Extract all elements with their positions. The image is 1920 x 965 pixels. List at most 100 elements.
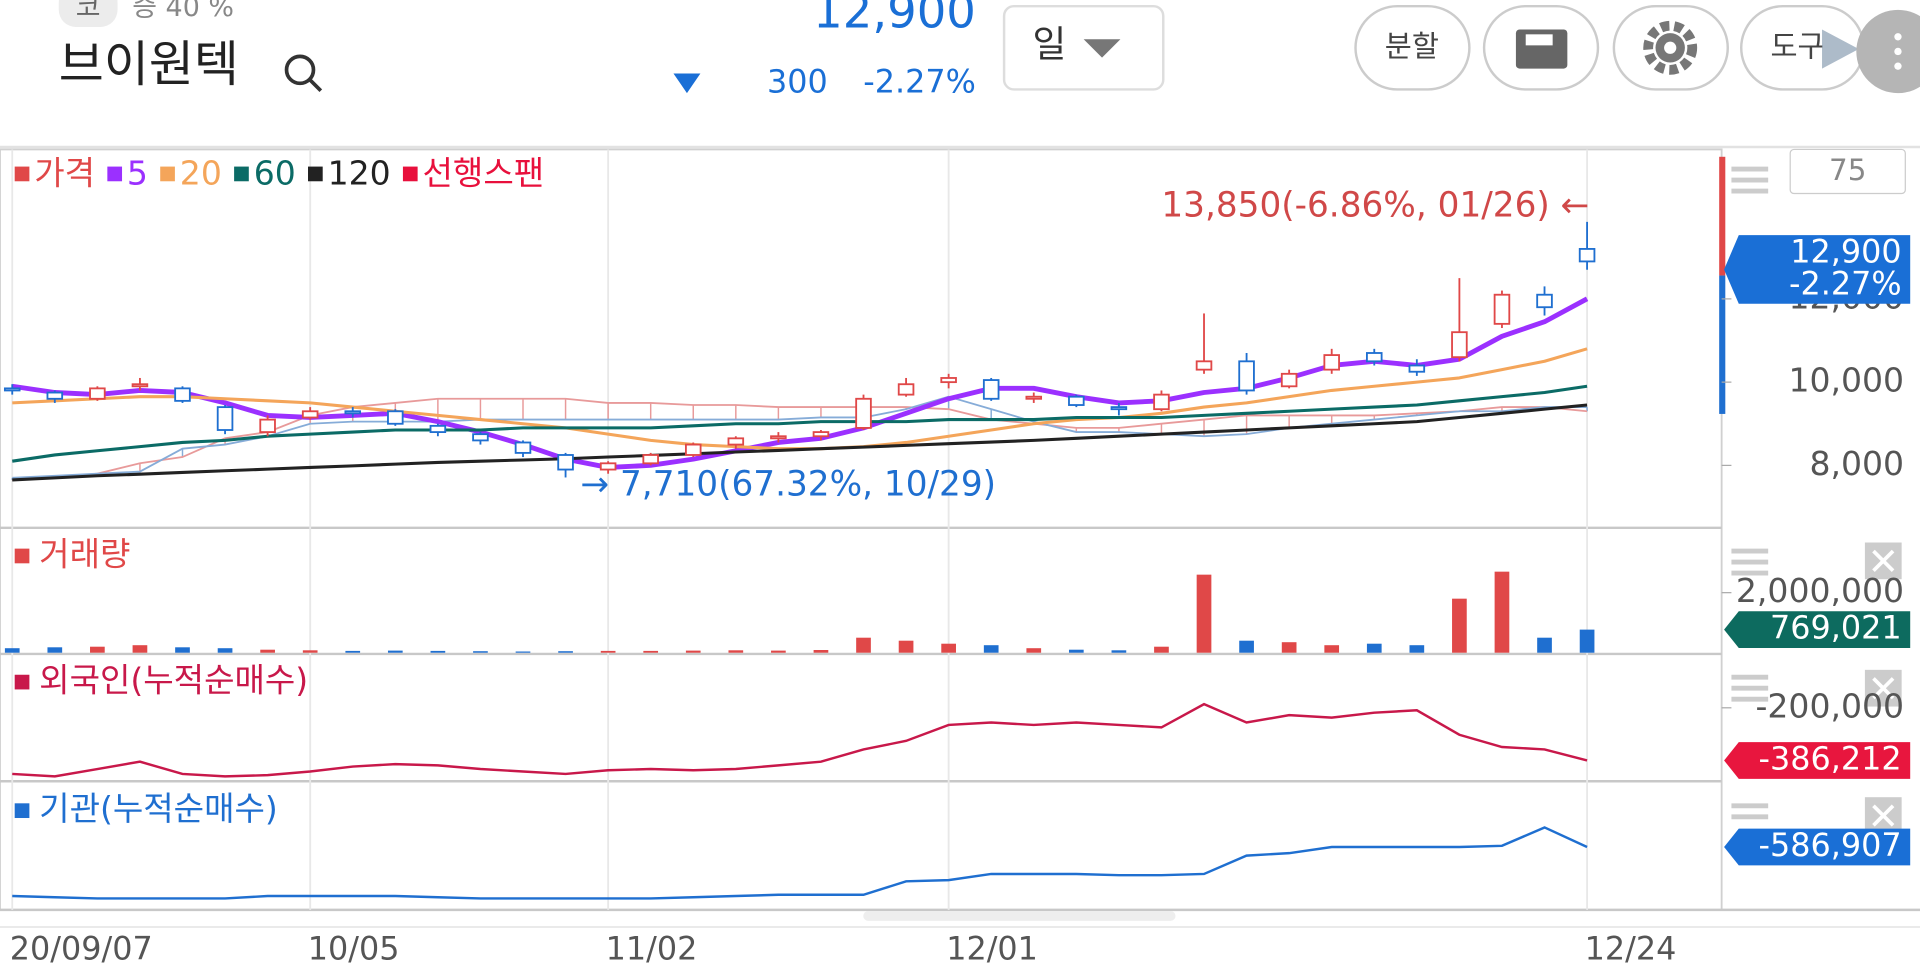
volume-bar — [387, 650, 403, 653]
candle-body — [1195, 360, 1213, 371]
legend-swatch — [308, 166, 323, 182]
value-tag — [1724, 611, 1911, 648]
flow-line — [12, 826, 1588, 900]
candle-body — [982, 379, 1000, 400]
volume-bar — [941, 643, 956, 653]
x-tick-label: 10/05 — [308, 929, 400, 965]
split-button[interactable]: 분할 — [1354, 4, 1471, 91]
down-arrow — [673, 73, 701, 94]
visible-count: 75 — [1829, 153, 1866, 187]
panel-swatch — [14, 803, 30, 819]
candle-body — [174, 387, 191, 402]
candle-body — [940, 377, 957, 384]
panel-title: 기관(누적순매수) — [39, 789, 278, 828]
volume-bar — [260, 649, 275, 653]
candle-body — [1323, 354, 1340, 371]
margin-rate: 증 40 % — [132, 0, 234, 23]
count-box[interactable]: 75 — [1789, 148, 1906, 195]
volume-bar — [1239, 640, 1254, 653]
x-tick-label: 12/01 — [946, 929, 1038, 965]
button-bg — [1354, 4, 1471, 91]
more-button[interactable] — [1856, 9, 1920, 94]
x-tick-label: 12/24 — [1585, 929, 1677, 965]
candle-body — [684, 443, 702, 456]
legend-swatch — [107, 166, 123, 182]
panel-title: 외국인(누적순매수) — [39, 661, 308, 700]
value-tag-label: 12,900 — [1790, 233, 1901, 271]
legend-swatch — [234, 166, 249, 182]
market-badge: 코 — [76, 0, 101, 23]
candle-body — [1025, 395, 1043, 400]
volume-bar — [132, 645, 148, 653]
value-tag-label: -2.27% — [1789, 264, 1902, 302]
split-label: 분할 — [1385, 29, 1439, 63]
y-tick-label: 2,000,000 — [1736, 571, 1904, 610]
scrollbar[interactable] — [863, 911, 1176, 921]
candle-body — [429, 424, 447, 434]
volume-bar — [983, 645, 999, 653]
volume-bar — [90, 646, 105, 653]
candle-body — [812, 431, 830, 438]
candle-body — [131, 383, 149, 388]
volume-bar — [515, 651, 531, 653]
dot — [1894, 62, 1902, 70]
candle-body — [344, 410, 362, 415]
volume-bar — [1579, 629, 1595, 653]
high-note: 13,850(-6.86%, 01/26) ← — [1161, 185, 1589, 225]
panel-title: 거래량 — [39, 534, 130, 573]
volume-bar — [1068, 649, 1084, 653]
candle-body — [1238, 360, 1255, 392]
legend-label: 5 — [127, 154, 148, 193]
y-tick-label: 8,000 — [1809, 444, 1904, 483]
tools-label: 도구 — [1771, 29, 1825, 63]
legend-swatch — [402, 166, 418, 182]
settings-button[interactable] — [1612, 4, 1729, 91]
volume-bar — [217, 648, 233, 653]
gear-hole — [1664, 41, 1677, 54]
price-range-bar-down — [1719, 275, 1726, 414]
candle-body — [1451, 331, 1468, 359]
candle-body — [1110, 406, 1128, 411]
volume-bar — [1026, 648, 1042, 653]
volume-bar — [1452, 598, 1467, 653]
close-icon — [1872, 804, 1895, 827]
volume-bar — [1494, 571, 1510, 653]
low-note: → 7,710(67.32%, 10/29) — [580, 465, 996, 505]
more-bg — [1856, 9, 1920, 94]
save-button[interactable] — [1482, 4, 1600, 91]
legend-label: 20 — [180, 154, 222, 193]
panel-handles — [1731, 166, 1769, 820]
value-tag — [1724, 235, 1911, 304]
volume-bar — [643, 650, 659, 653]
volume-bar — [430, 650, 446, 653]
dot — [1894, 47, 1902, 56]
candle-body — [216, 406, 234, 431]
candle-body — [1068, 395, 1085, 406]
search-icon-handle — [308, 78, 323, 92]
volume-bar — [302, 650, 318, 653]
volume-bar — [47, 647, 63, 653]
volume-bar — [1324, 645, 1340, 653]
period-dropdown[interactable]: 일 — [1002, 4, 1165, 91]
candle-body — [387, 410, 404, 425]
dot — [1894, 33, 1902, 41]
legend-label: 120 — [328, 154, 391, 193]
volume-bar — [1111, 650, 1127, 653]
candle-body — [727, 437, 745, 446]
close-buttons[interactable] — [1864, 542, 1902, 834]
volume-bar — [1409, 645, 1425, 653]
search-button[interactable] — [284, 54, 323, 92]
market-badge-bg — [58, 0, 118, 27]
candle-body — [3, 387, 21, 392]
y-tick-label: -200,000 — [1755, 686, 1904, 725]
candle-body — [472, 433, 489, 442]
price-range-bar-up — [1719, 156, 1726, 276]
candle-body — [259, 418, 276, 434]
candle-body — [1493, 293, 1511, 325]
candle-body — [599, 462, 617, 471]
volume-bar — [345, 650, 361, 653]
candle-body — [46, 391, 64, 400]
tools-button[interactable]: 도구 — [1740, 4, 1865, 91]
